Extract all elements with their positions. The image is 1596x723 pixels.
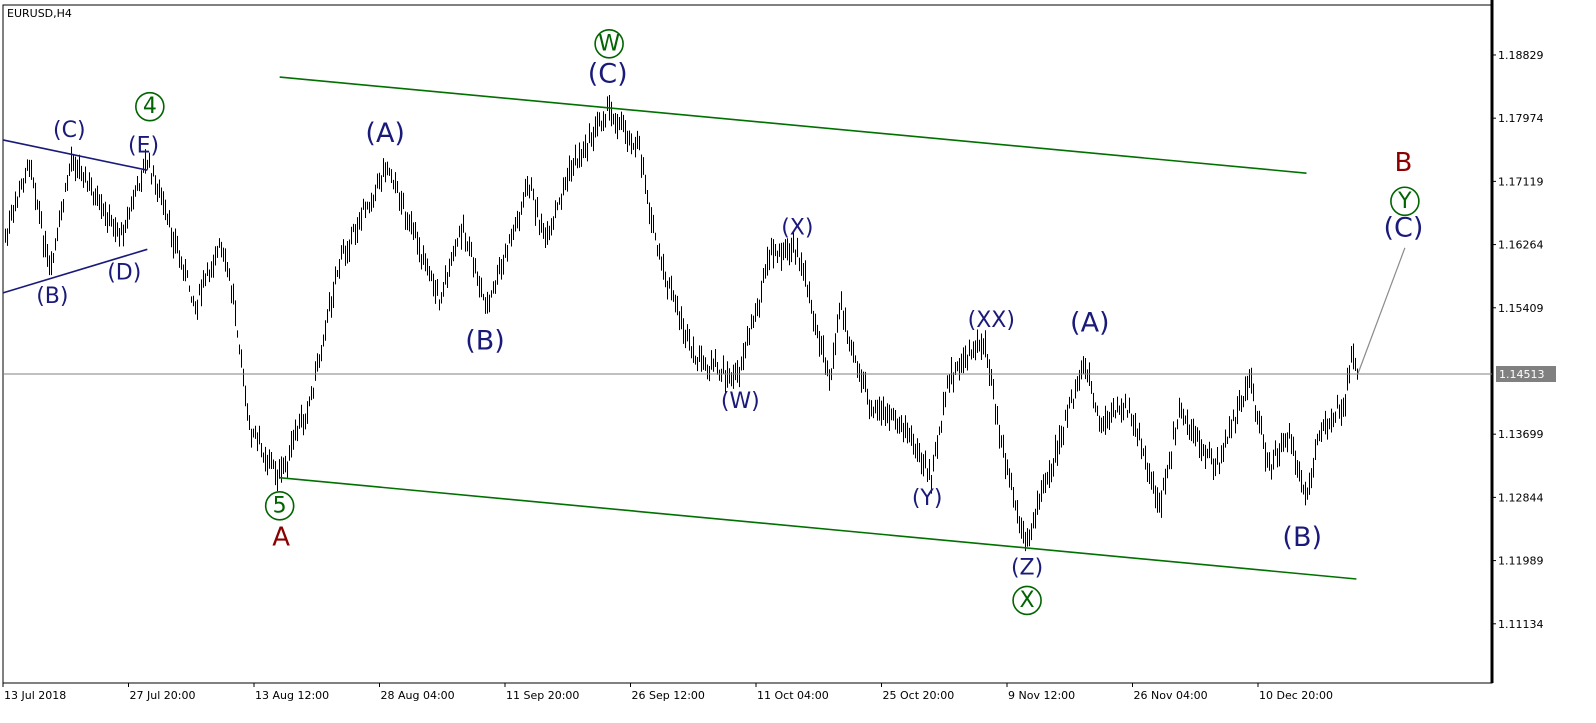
wave-label-text: (A) [1070,308,1110,339]
wave-label-text: (D) [107,260,141,285]
wave-label: 5 [264,491,295,521]
price-tick-label: 1.16264 [1498,239,1544,252]
wave-label: (B) [1282,522,1322,553]
wave-label-text: (B) [1282,522,1322,553]
wave-label-text: (B) [465,325,505,356]
wave-label: (A) [365,118,405,149]
time-tick-label: 28 Aug 04:00 [381,689,455,702]
wave-label-text: (E) [128,133,159,158]
wave-label: (B) [465,325,505,356]
wave-label: (B) [36,284,68,309]
current-price-label: 1.14513 [1499,368,1545,381]
current-price-box [1496,366,1556,383]
wave-label-text: X [1020,588,1035,613]
wave-circle-icon [264,491,295,521]
wave-label: X [1012,585,1042,616]
wave-circle-icon [1390,186,1420,217]
wave-label: (Z) [1011,555,1043,580]
time-tick-label: 13 Aug 12:00 [255,689,329,702]
channel-upper-trendline[interactable] [279,76,1307,174]
trendlines[interactable] [2,76,1406,580]
time-tick-label: 11 Sep 20:00 [506,689,579,702]
time-tick-label: 10 Dec 20:00 [1259,689,1333,702]
time-tick-label: 25 Oct 20:00 [883,689,955,702]
price-tick-label: 1.11134 [1498,618,1544,631]
time-tick-label: 27 Jul 20:00 [130,689,196,702]
wave-label-text: (C) [1384,212,1424,243]
wave-label-text: (C) [53,118,86,143]
wave-label-text: A [272,523,290,553]
time-tick-label: 26 Nov 04:00 [1134,689,1208,702]
time-tick-label: 11 Oct 04:00 [757,689,829,702]
wave-labels: (C) (E) 4 (B) (D) 5 A (A) (B) W (C) (X) (W) (XX) (Y) (A… [36,29,1424,616]
time-axis: 13 Jul 2018 27 Jul 20:00 13 Aug 12:00 28 Au… [2,683,1333,702]
time-tick-label: 9 Nov 12:00 [1008,689,1075,702]
wave-label: Y [1390,186,1420,217]
wave-label-text: (XX) [968,308,1015,333]
price-axis: 1.18829 1.17974 1.17119 1.16264 1.15409 1.136… [1492,49,1544,631]
wave-label-text: B [1395,148,1413,178]
wave-label-text: (B) [36,284,68,309]
wave-label: A [272,523,290,553]
wave-label: B [1395,148,1413,178]
price-tick-label: 1.17974 [1498,112,1544,125]
wave-label-text: (X) [781,215,813,240]
price-tick-label: 1.11989 [1498,555,1544,568]
price-bars [5,94,1358,552]
wave-label: (X) [781,215,813,240]
wave-circle-icon [594,29,624,59]
time-tick-label: 13 Jul 2018 [4,689,66,702]
wave-label: (C) [1384,212,1424,243]
symbol-timeframe-label: EURUSD,H4 [7,7,72,20]
projection-trendline[interactable] [1357,247,1406,375]
wave-label: (A) [1070,308,1110,339]
wave-label: (Y) [912,486,943,511]
wave-label: W [594,29,624,59]
triangle-upper-trendline[interactable] [2,139,148,171]
triangle-lower-trendline[interactable] [2,248,148,294]
wave-label: (C) [53,118,86,143]
wave-label-text: (Z) [1011,555,1043,580]
wave-label: (D) [107,260,141,285]
wave-label-text: Y [1397,189,1412,214]
price-tick-label: 1.17119 [1498,175,1544,188]
wave-circle-icon [1012,585,1042,616]
wave-label-text: (W) [721,389,760,414]
wave-label-text: (Y) [912,486,943,511]
wave-label: (C) [588,59,628,90]
price-tick-label: 1.18829 [1498,49,1544,62]
wave-label-text: W [598,31,620,56]
wave-label: 4 [135,91,165,122]
wave-label-text: (A) [365,118,405,149]
time-tick-label: 26 Sep 12:00 [632,689,705,702]
wave-label-text: 5 [273,493,287,518]
wave-label-text: 4 [143,94,157,119]
price-tick-label: 1.15409 [1498,302,1544,315]
wave-label-text: (C) [588,59,628,90]
wave-label: (W) [721,389,760,414]
price-tick-label: 1.13699 [1498,428,1544,441]
wave-label: (XX) [968,308,1015,333]
channel-lower-trendline[interactable] [279,476,1357,580]
price-tick-label: 1.12844 [1498,491,1544,504]
wave-label: (E) [128,133,159,158]
wave-circle-icon [135,91,165,122]
current-price: 1.14513 [3,366,1556,383]
